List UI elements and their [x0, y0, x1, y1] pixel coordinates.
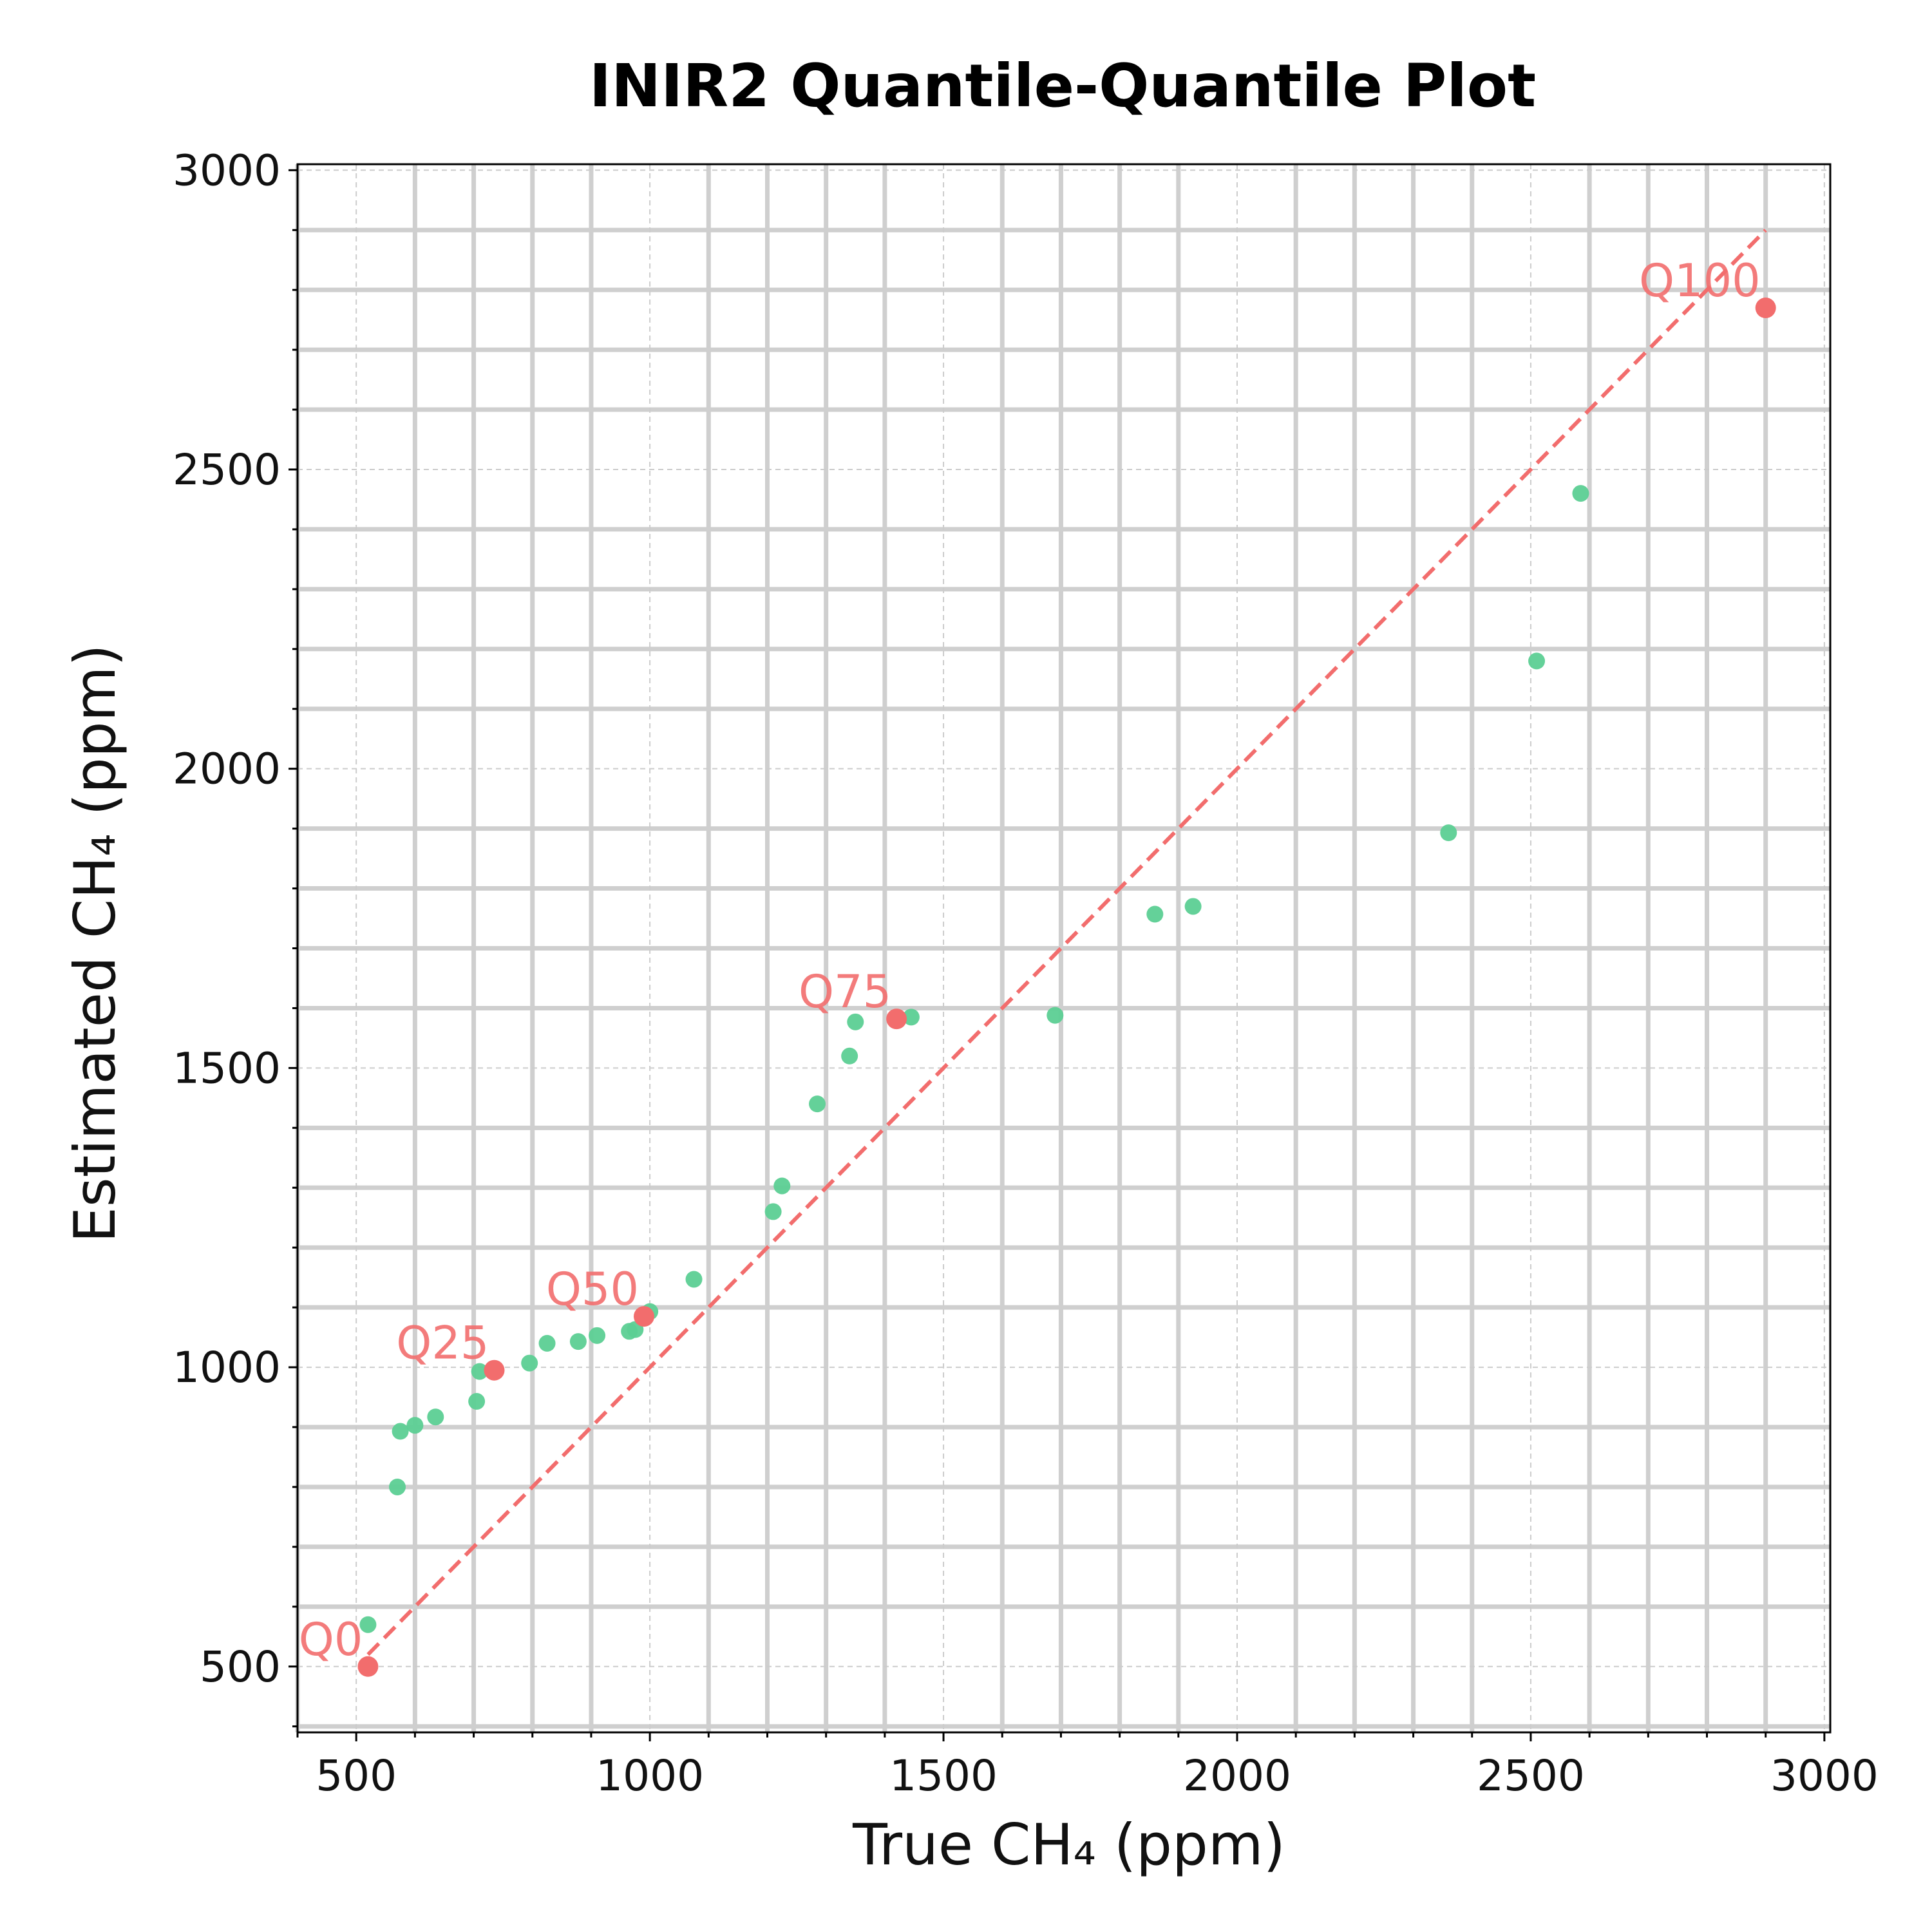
data-point	[569, 1333, 587, 1350]
data-point	[1572, 485, 1589, 502]
y-tick-label: 2000	[173, 744, 281, 794]
reference-line	[366, 229, 1767, 1656]
chart-title: INIR2 Quantile-Quantile Plot	[589, 52, 1536, 120]
data-point	[1184, 898, 1202, 915]
data-point	[902, 1009, 920, 1026]
x-tick-label: 1000	[596, 1751, 704, 1801]
data-point	[471, 1363, 488, 1380]
quantile-point	[484, 1359, 505, 1381]
quantile-point	[1755, 298, 1776, 319]
quantile-point	[634, 1306, 655, 1327]
quantile-point	[886, 1009, 907, 1030]
y-tick-label: 1500	[173, 1043, 281, 1093]
data-point	[1046, 1007, 1064, 1024]
x-tick-label: 1500	[889, 1751, 998, 1801]
data-point	[538, 1334, 556, 1352]
data-point	[521, 1354, 538, 1372]
data-point	[809, 1095, 826, 1113]
axis-ticks: 500 1000 1500 2000 2500 3000 500 1000 1500 2000 25…	[173, 146, 1879, 1801]
y-tick-label: 500	[200, 1642, 281, 1692]
data-point	[764, 1203, 782, 1220]
data-point	[1528, 652, 1546, 670]
data-point	[1440, 824, 1457, 842]
data-point	[389, 1478, 406, 1495]
data-point	[841, 1047, 858, 1065]
data-point	[773, 1177, 791, 1195]
quantile-label: Q75	[799, 965, 891, 1018]
y-tick-label: 1000	[173, 1343, 281, 1392]
reference-line-group	[366, 229, 1767, 1656]
grid-lines	[295, 164, 1830, 1732]
y-tick-label: 3000	[173, 146, 281, 195]
x-axis-label: True CH₄ (ppm)	[852, 1812, 1285, 1878]
data-point	[468, 1393, 486, 1410]
data-point	[1146, 905, 1164, 923]
quantile-label: Q25	[396, 1317, 489, 1370]
quantile-label: Q100	[1639, 254, 1761, 307]
data-point	[406, 1417, 424, 1434]
data-points	[359, 485, 1589, 1633]
quantile-label: Q0	[299, 1613, 363, 1666]
y-axis-label: Estimated CH₄ (ppm)	[62, 644, 128, 1243]
data-point	[589, 1327, 606, 1344]
quantile-label: Q50	[546, 1263, 639, 1316]
data-point	[847, 1013, 864, 1030]
quantile-point	[357, 1656, 379, 1677]
x-tick-label: 2500	[1477, 1751, 1585, 1801]
data-point	[427, 1408, 444, 1426]
x-tick-label: 2000	[1183, 1751, 1291, 1801]
x-tick-label: 500	[316, 1751, 397, 1801]
x-tick-label: 3000	[1770, 1751, 1879, 1801]
quantile-markers: Q0 Q25 Q50 Q75 Q100	[299, 254, 1776, 1677]
data-point	[685, 1271, 703, 1288]
data-point	[392, 1423, 409, 1440]
y-tick-label: 2500	[173, 445, 281, 495]
data-point	[359, 1616, 377, 1633]
